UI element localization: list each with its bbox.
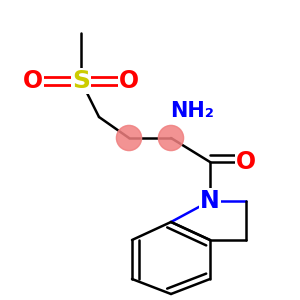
Circle shape <box>116 125 142 151</box>
Text: N: N <box>200 189 220 213</box>
Circle shape <box>158 125 184 151</box>
Text: O: O <box>119 69 139 93</box>
Text: NH₂: NH₂ <box>170 101 214 121</box>
Text: O: O <box>23 69 43 93</box>
Text: S: S <box>72 69 90 93</box>
Text: O: O <box>236 150 256 174</box>
